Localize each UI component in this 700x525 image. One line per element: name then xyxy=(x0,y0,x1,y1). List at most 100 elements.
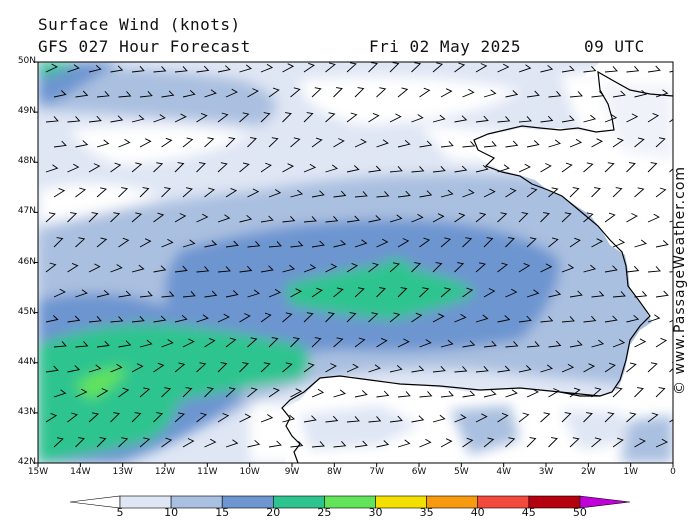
wind-barb xyxy=(161,238,174,248)
wind-barb xyxy=(655,187,667,198)
wind-barb xyxy=(497,262,508,273)
wind-barb xyxy=(569,237,581,248)
wind-barb xyxy=(397,87,409,98)
lon-label: 9W xyxy=(284,467,300,477)
wind-barb xyxy=(75,437,85,448)
wind-barb xyxy=(462,437,474,448)
wind-barb xyxy=(225,88,238,98)
wind-barb xyxy=(303,264,317,273)
wind-barb xyxy=(354,287,365,298)
wind-barb xyxy=(411,415,425,423)
wind-barb xyxy=(311,388,325,398)
wind-barb xyxy=(540,316,554,323)
wind-barb xyxy=(591,387,602,398)
wind-barb xyxy=(153,162,164,173)
wind-barb xyxy=(540,212,550,223)
wind-barb xyxy=(440,339,454,348)
wind-barb xyxy=(282,163,294,173)
wind-barb xyxy=(239,214,253,223)
wind-barb xyxy=(110,316,124,323)
wind-barb xyxy=(483,389,497,398)
wind-barb xyxy=(376,87,387,98)
wind-barb xyxy=(45,262,57,273)
wind-barb xyxy=(548,139,561,148)
lon-label: 6W xyxy=(411,467,427,477)
wind-barb xyxy=(540,163,552,173)
wind-barb xyxy=(376,390,390,398)
wind-barb xyxy=(419,87,431,98)
wind-barb xyxy=(346,112,358,123)
wind-barb xyxy=(303,362,315,373)
wind-barb xyxy=(647,112,660,123)
wind-barb xyxy=(440,287,452,298)
wind-barb xyxy=(612,187,623,198)
wind-barb xyxy=(475,115,489,123)
wind-barb xyxy=(303,312,314,323)
wind-barb xyxy=(239,362,249,373)
wind-barb xyxy=(96,340,110,348)
wind-barb xyxy=(260,63,274,73)
wind-barb xyxy=(247,289,260,298)
wind-barb xyxy=(526,187,538,198)
wind-barb xyxy=(497,315,511,323)
wind-barb xyxy=(217,313,230,323)
wind-barb xyxy=(561,316,575,323)
wind-barb xyxy=(389,262,400,273)
wind-barb xyxy=(75,237,86,248)
colorbar xyxy=(69,495,631,509)
wind-barb xyxy=(647,314,661,323)
wind-barb xyxy=(346,312,357,323)
wind-barb xyxy=(561,162,573,173)
wind-barb xyxy=(346,165,360,173)
wind-barb xyxy=(161,339,174,348)
wind-barb xyxy=(110,363,123,373)
wind-barb xyxy=(376,191,390,198)
wind-barb xyxy=(569,387,581,398)
wind-barb xyxy=(118,138,131,148)
wind-barb xyxy=(196,314,209,323)
wind-barb xyxy=(354,390,368,398)
wind-barb xyxy=(561,212,572,223)
wind-barb xyxy=(333,190,347,198)
wind-barb xyxy=(282,264,296,273)
lon-label: 15W xyxy=(27,467,49,477)
wind-barb xyxy=(569,91,583,98)
wind-barb xyxy=(612,339,626,348)
wind-barb xyxy=(612,137,624,148)
wind-barb xyxy=(225,290,239,298)
wind-barb xyxy=(325,164,338,173)
wind-barb xyxy=(282,112,292,123)
wind-barb xyxy=(440,438,453,448)
wind-barb xyxy=(583,65,597,73)
wind-barb xyxy=(419,140,433,148)
wind-barb xyxy=(53,288,66,298)
wind-barb xyxy=(368,262,379,273)
lat-label: 45N xyxy=(17,306,36,317)
wind-barb xyxy=(583,162,594,173)
wind-barb xyxy=(354,87,365,98)
wind-barb xyxy=(239,413,252,423)
lat-label: 49N xyxy=(17,106,36,117)
wind-barb xyxy=(368,62,379,73)
wind-barb xyxy=(247,241,261,248)
wind-barb xyxy=(475,366,489,373)
wind-barb xyxy=(655,137,666,148)
wind-barb xyxy=(110,212,121,223)
forecast-label: GFS 027 Hour Forecast xyxy=(38,37,251,56)
wind-barb xyxy=(526,289,540,298)
wind-barb xyxy=(153,315,167,323)
wind-barb xyxy=(655,290,669,298)
wind-barb xyxy=(440,140,454,148)
lon-label: 2W xyxy=(581,467,596,477)
wind-barb xyxy=(247,88,259,98)
wind-barb xyxy=(247,188,260,198)
wind-barb xyxy=(505,389,518,398)
wind-barb xyxy=(96,91,110,98)
wind-barb xyxy=(419,391,433,398)
wind-barb xyxy=(118,187,129,198)
wind-barb xyxy=(196,362,207,373)
wind-barb xyxy=(518,315,532,323)
lat-label: 42N xyxy=(17,457,36,467)
wind-barb xyxy=(505,187,517,198)
wind-barb xyxy=(174,213,187,223)
